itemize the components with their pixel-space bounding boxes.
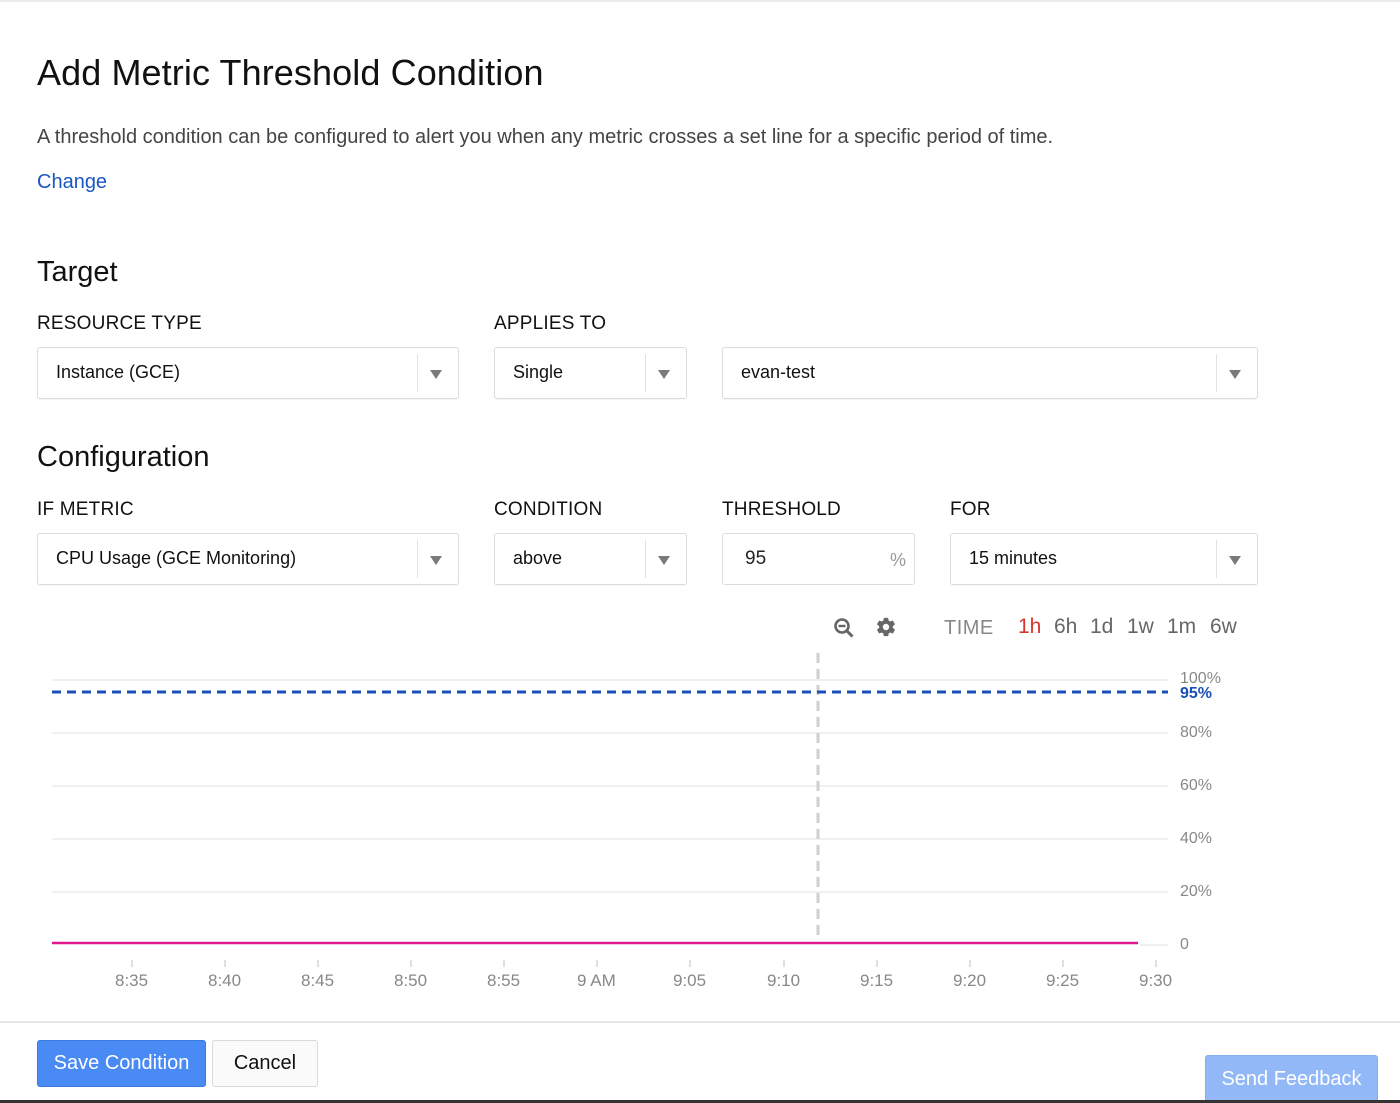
x-tick: 9 AM bbox=[577, 971, 616, 990]
range-1d[interactable]: 1d bbox=[1090, 615, 1114, 638]
range-1m[interactable]: 1m bbox=[1167, 615, 1197, 638]
range-6w[interactable]: 6w bbox=[1210, 615, 1237, 638]
applies-to-label: APPLIES TO bbox=[494, 313, 607, 334]
bottom-edge bbox=[0, 1100, 1400, 1103]
x-ticks bbox=[131, 960, 1157, 967]
send-feedback-button[interactable]: Send Feedback bbox=[1205, 1055, 1378, 1103]
y-tick-40: 40% bbox=[1180, 830, 1213, 847]
chevron-down-icon bbox=[658, 556, 670, 565]
range-6h[interactable]: 6h bbox=[1054, 615, 1078, 638]
instance-select[interactable]: evan-test bbox=[722, 347, 1258, 399]
threshold-input[interactable] bbox=[745, 548, 865, 570]
select-divider bbox=[417, 540, 418, 578]
target-heading: Target bbox=[37, 256, 118, 288]
footer-divider bbox=[0, 1021, 1400, 1023]
threshold-label: 95% bbox=[1180, 685, 1213, 702]
time-label: TIME bbox=[944, 617, 994, 639]
duration-value: 15 minutes bbox=[969, 548, 1058, 568]
x-tick: 9:10 bbox=[767, 971, 801, 990]
chevron-down-icon bbox=[430, 370, 442, 379]
resource-type-select[interactable]: Instance (GCE) bbox=[37, 347, 459, 399]
chevron-down-icon bbox=[658, 370, 670, 379]
y-tick-60: 60% bbox=[1180, 777, 1213, 794]
metric-value: CPU Usage (GCE Monitoring) bbox=[56, 548, 297, 568]
condition-select[interactable]: above bbox=[494, 533, 687, 585]
x-tick: 9:05 bbox=[673, 971, 707, 990]
x-tick: 9:25 bbox=[1046, 971, 1080, 990]
select-divider bbox=[1216, 354, 1217, 392]
applies-to-select[interactable]: Single bbox=[494, 347, 687, 399]
gridlines bbox=[52, 679, 1168, 946]
save-condition-button[interactable]: Save Condition bbox=[37, 1040, 206, 1087]
threshold-label: THRESHOLD bbox=[722, 499, 841, 520]
x-tick: 9:30 bbox=[1139, 971, 1173, 990]
range-1w[interactable]: 1w bbox=[1127, 615, 1154, 638]
cpu-usage-chart[interactable]: 100% 95% 80% 60% 40% 20% 0 8:35 8:40 8:4… bbox=[0, 640, 1400, 1010]
y-tick-80: 80% bbox=[1180, 724, 1213, 741]
condition-label: CONDITION bbox=[494, 499, 603, 520]
cancel-button[interactable]: Cancel bbox=[212, 1040, 318, 1087]
resource-type-label: RESOURCE TYPE bbox=[37, 313, 202, 334]
select-divider bbox=[1216, 540, 1217, 578]
applies-to-value: Single bbox=[513, 362, 564, 382]
chevron-down-icon bbox=[1229, 556, 1241, 565]
zoom-out-icon[interactable] bbox=[833, 617, 855, 644]
y-tick-20: 20% bbox=[1180, 883, 1213, 900]
x-tick: 8:50 bbox=[394, 971, 428, 990]
resource-type-value: Instance (GCE) bbox=[56, 362, 181, 382]
y-tick-100: 100% bbox=[1180, 670, 1221, 687]
chart-canvas bbox=[52, 653, 1168, 967]
configuration-heading: Configuration bbox=[37, 441, 210, 473]
range-1h[interactable]: 1h bbox=[1018, 615, 1042, 638]
select-divider bbox=[417, 354, 418, 392]
chevron-down-icon bbox=[430, 556, 442, 565]
dialog-description: A threshold condition can be configured … bbox=[37, 126, 1054, 148]
percent-unit: % bbox=[889, 550, 906, 570]
if-metric-label: IF METRIC bbox=[37, 499, 134, 520]
threshold-field[interactable]: % bbox=[722, 533, 915, 585]
chevron-down-icon bbox=[1229, 370, 1241, 379]
change-link[interactable]: Change bbox=[37, 171, 108, 193]
metric-select[interactable]: CPU Usage (GCE Monitoring) bbox=[37, 533, 459, 585]
x-tick: 9:20 bbox=[953, 971, 987, 990]
dialog-title: Add Metric Threshold Condition bbox=[37, 52, 544, 93]
duration-select[interactable]: 15 minutes bbox=[950, 533, 1258, 585]
instance-value: evan-test bbox=[741, 362, 816, 382]
y-tick-0: 0 bbox=[1180, 936, 1189, 953]
top-border bbox=[0, 0, 1400, 2]
gear-icon[interactable] bbox=[875, 616, 897, 643]
condition-value: above bbox=[513, 548, 563, 568]
x-tick: 8:40 bbox=[208, 971, 242, 990]
for-label: FOR bbox=[950, 499, 991, 520]
x-tick: 9:15 bbox=[860, 971, 894, 990]
x-tick: 8:45 bbox=[301, 971, 335, 990]
x-tick: 8:35 bbox=[115, 971, 149, 990]
select-divider bbox=[645, 540, 646, 578]
x-tick: 8:55 bbox=[487, 971, 521, 990]
select-divider bbox=[645, 354, 646, 392]
